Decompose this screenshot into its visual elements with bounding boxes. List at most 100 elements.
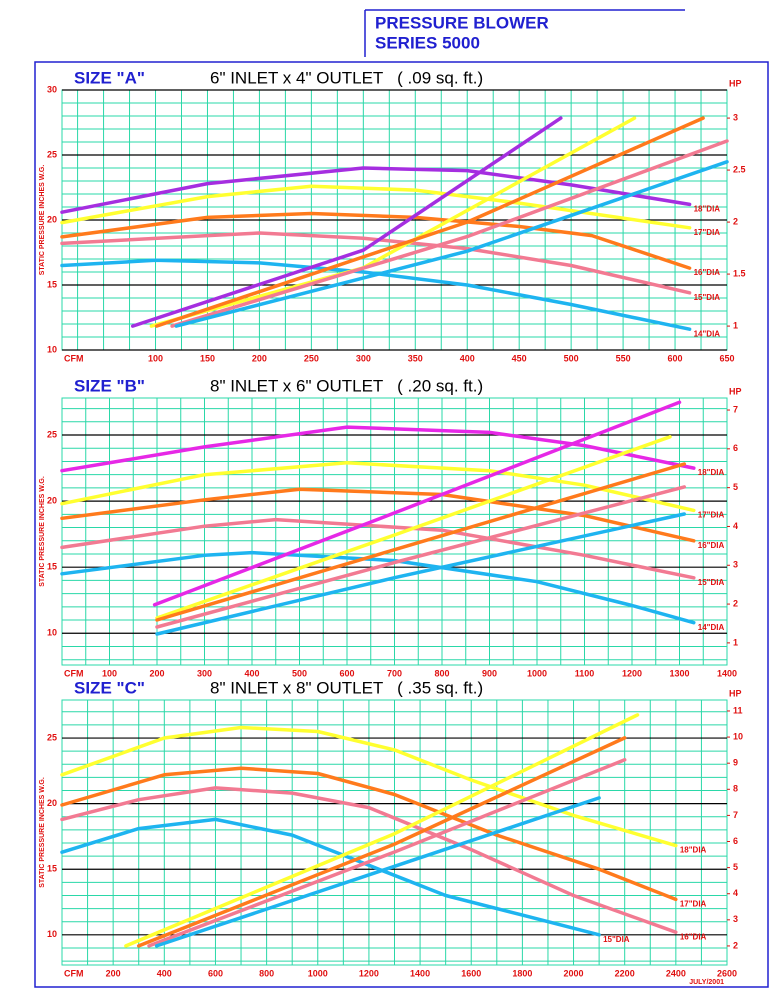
y2-axis-label: HP xyxy=(729,688,742,698)
y2-tick-label: 3 xyxy=(733,560,738,570)
pressure-line xyxy=(60,425,696,473)
curve-label: 16"DIA xyxy=(694,268,721,277)
hp-line xyxy=(136,736,627,948)
hp-line xyxy=(154,116,705,328)
y-tick-label: 10 xyxy=(47,628,57,638)
pressure-line xyxy=(60,487,696,543)
x-tick-label: 300 xyxy=(197,668,212,678)
chart-title: SIZE "B" xyxy=(74,376,145,395)
y-tick-label: 10 xyxy=(47,929,57,939)
y2-tick-label: 1 xyxy=(733,320,738,330)
x-tick-label: 300 xyxy=(356,353,371,363)
y2-tick-label: 2 xyxy=(733,598,738,608)
curve-label: 17"DIA xyxy=(698,510,725,519)
x-tick-label: 1300 xyxy=(669,668,689,678)
y2-tick-label: 4 xyxy=(733,521,738,531)
x-tick-label: 1000 xyxy=(308,968,328,978)
x-tick-label: 150 xyxy=(200,353,215,363)
y2-tick-label: 2.5 xyxy=(733,164,746,174)
y-tick-label: 25 xyxy=(47,732,57,742)
y2-tick-label: 2 xyxy=(733,940,738,950)
hp-line xyxy=(124,713,640,948)
curve-label: 17"DIA xyxy=(680,900,707,909)
y-axis-label: STATIC PRESSURE INCHES W.G. xyxy=(39,165,46,276)
pressure-line xyxy=(60,766,678,902)
x-tick-label: 200 xyxy=(106,968,121,978)
pressure-line xyxy=(60,817,601,937)
y2-tick-label: 7 xyxy=(733,404,738,414)
y-axis-label: STATIC PRESSURE INCHES W.G. xyxy=(39,777,46,888)
y2-tick-label: 9 xyxy=(733,758,738,768)
pressure-line xyxy=(60,725,678,848)
x-tick-label: 1600 xyxy=(461,968,481,978)
y2-tick-label: 1 xyxy=(733,637,738,647)
y-tick-label: 20 xyxy=(47,495,57,505)
chart-title: SIZE "C" xyxy=(74,678,145,697)
x-tick-label: 800 xyxy=(259,968,274,978)
hp-line xyxy=(155,512,687,636)
curve-label: 18"DIA xyxy=(698,468,725,477)
x-tick-label: 200 xyxy=(252,353,267,363)
x-tick-label: 250 xyxy=(304,353,319,363)
y-tick-label: 15 xyxy=(47,562,57,572)
pressure-line xyxy=(60,258,692,331)
hp-line xyxy=(170,139,729,328)
y-tick-label: 15 xyxy=(47,864,57,874)
x-tick-label: 700 xyxy=(387,668,402,678)
header-subtitle: SERIES 5000 xyxy=(375,33,480,52)
x-tick-label: 600 xyxy=(668,353,683,363)
x-tick-label: 550 xyxy=(616,353,631,363)
curve-label: 18"DIA xyxy=(680,846,707,855)
x-tick-label: 400 xyxy=(244,668,259,678)
x-tick-label: 400 xyxy=(157,968,172,978)
x-tick-label: 900 xyxy=(482,668,497,678)
y-tick-label: 20 xyxy=(47,214,57,224)
x-tick-label: 2200 xyxy=(615,968,635,978)
hp-line xyxy=(174,160,729,328)
chart-subtitle: 6" INLET x 4" OUTLET ( .09 sq. ft.) xyxy=(210,68,483,87)
y-tick-label: 15 xyxy=(47,279,57,289)
x-tick-label: 100 xyxy=(102,668,117,678)
curve-label: 16"DIA xyxy=(698,541,725,550)
x-tick-label: 600 xyxy=(339,668,354,678)
x-tick-label: 2600 xyxy=(717,968,737,978)
x-tick-label: 1400 xyxy=(410,968,430,978)
page-frame xyxy=(34,61,769,988)
hp-line xyxy=(154,796,601,948)
y2-tick-label: 5 xyxy=(733,862,738,872)
curve-label: 15"DIA xyxy=(694,293,721,302)
y2-axis-label: HP xyxy=(729,78,742,88)
y2-tick-label: 3 xyxy=(733,112,738,122)
y2-tick-label: 6 xyxy=(733,443,738,453)
x-tick-label: 500 xyxy=(564,353,579,363)
x-tick-label: 1100 xyxy=(575,668,595,678)
curve-label: 16"DIA xyxy=(680,932,707,941)
y2-tick-label: 7 xyxy=(733,810,738,820)
y-tick-label: 10 xyxy=(47,344,57,354)
chart-title: SIZE "A" xyxy=(74,68,145,87)
chart-subtitle: 8" INLET x 6" OUTLET ( .20 sq. ft.) xyxy=(210,376,483,395)
y-axis-label: STATIC PRESSURE INCHES W.G. xyxy=(39,476,46,587)
pressure-line xyxy=(60,550,696,625)
x-tick-label: 100 xyxy=(148,353,163,363)
pressure-line xyxy=(60,231,692,295)
y2-tick-label: 2 xyxy=(733,216,738,226)
header-title: PRESSURE BLOWER xyxy=(375,13,549,32)
curve-label: 14"DIA xyxy=(694,329,721,338)
x-tick-label: 1000 xyxy=(527,668,547,678)
x-tick-label: 500 xyxy=(292,668,307,678)
x-tick-label: 1200 xyxy=(359,968,379,978)
x-axis-label: CFM xyxy=(64,668,84,678)
hp-line xyxy=(152,400,682,607)
x-tick-label: 450 xyxy=(512,353,527,363)
x-tick-label: 600 xyxy=(208,968,223,978)
x-tick-label: 1200 xyxy=(622,668,642,678)
y-tick-label: 20 xyxy=(47,798,57,808)
y2-tick-label: 3 xyxy=(733,914,738,924)
x-tick-label: 2000 xyxy=(564,968,584,978)
x-tick-label: 2400 xyxy=(666,968,686,978)
hp-line xyxy=(155,462,687,622)
curve-label: 18"DIA xyxy=(694,205,721,214)
x-tick-label: 400 xyxy=(460,353,475,363)
